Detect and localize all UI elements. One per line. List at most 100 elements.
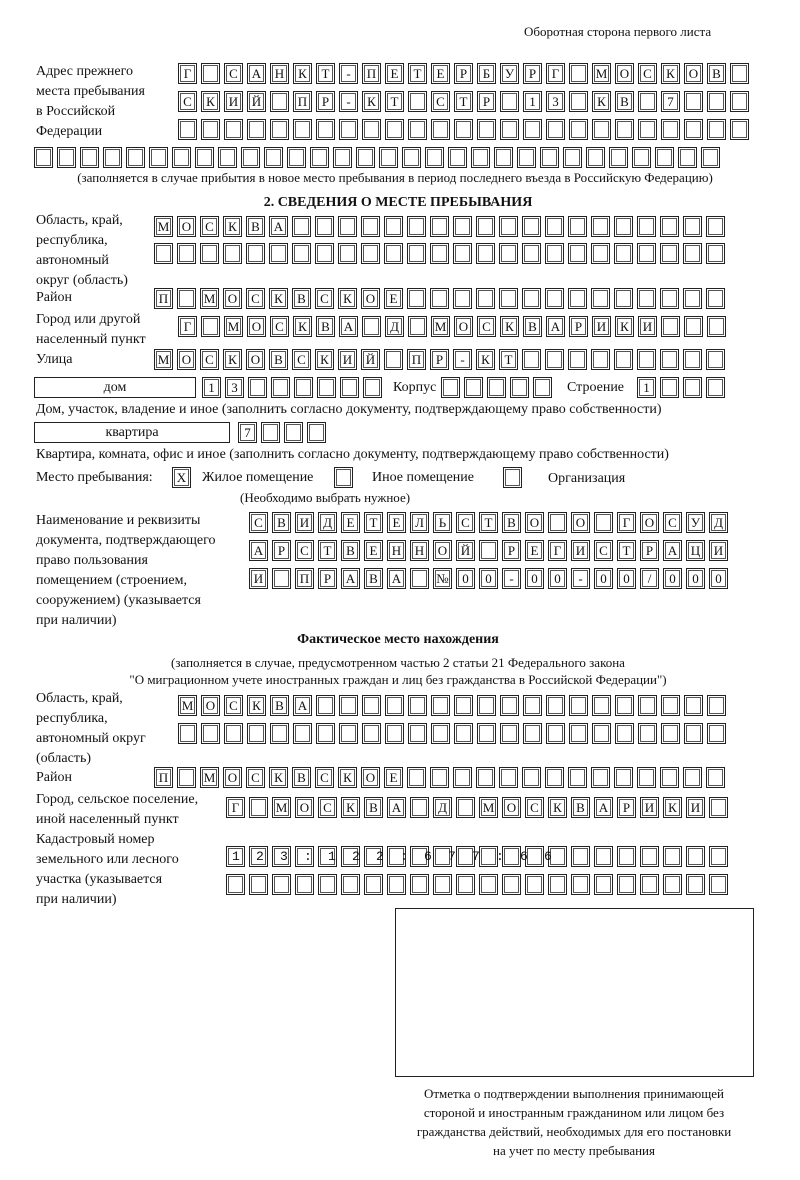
char-box[interactable]: К bbox=[269, 767, 288, 788]
char-box[interactable]: И bbox=[709, 540, 728, 561]
char-box[interactable] bbox=[548, 512, 567, 533]
char-box[interactable] bbox=[683, 767, 702, 788]
char-box[interactable]: В bbox=[571, 797, 590, 818]
char-box[interactable] bbox=[707, 91, 726, 112]
char-box[interactable]: С bbox=[431, 91, 450, 112]
char-box[interactable] bbox=[408, 91, 427, 112]
char-box[interactable]: Ь bbox=[433, 512, 452, 533]
char-box[interactable] bbox=[684, 316, 703, 337]
char-box[interactable] bbox=[407, 216, 426, 237]
char-box[interactable]: / bbox=[640, 568, 659, 589]
char-box[interactable]: 0 bbox=[709, 568, 728, 589]
char-box[interactable] bbox=[568, 288, 587, 309]
char-box[interactable] bbox=[172, 147, 191, 168]
char-box[interactable] bbox=[339, 119, 358, 140]
char-box[interactable] bbox=[264, 147, 283, 168]
char-box[interactable]: А bbox=[341, 568, 360, 589]
char-box[interactable]: Б bbox=[477, 63, 496, 84]
char-box[interactable] bbox=[487, 377, 506, 398]
char-box[interactable]: 7 bbox=[238, 422, 257, 443]
char-box[interactable]: Е bbox=[364, 540, 383, 561]
char-box[interactable] bbox=[241, 147, 260, 168]
char-box[interactable] bbox=[706, 349, 725, 370]
char-box[interactable] bbox=[454, 119, 473, 140]
char-box[interactable]: С bbox=[315, 288, 334, 309]
char-box[interactable]: 0 bbox=[594, 568, 613, 589]
char-box[interactable] bbox=[571, 874, 590, 895]
char-box[interactable]: Р bbox=[502, 540, 521, 561]
apartment-number-row[interactable]: 7 bbox=[238, 422, 326, 443]
char-box[interactable] bbox=[614, 767, 633, 788]
char-box[interactable] bbox=[408, 695, 427, 716]
char-box[interactable] bbox=[663, 874, 682, 895]
char-box[interactable] bbox=[361, 243, 380, 264]
char-box[interactable] bbox=[683, 377, 702, 398]
char-box[interactable] bbox=[425, 147, 444, 168]
char-box[interactable]: 7 bbox=[661, 91, 680, 112]
char-box[interactable]: В bbox=[246, 216, 265, 237]
char-box[interactable]: М bbox=[200, 767, 219, 788]
char-box[interactable] bbox=[683, 243, 702, 264]
char-box[interactable] bbox=[246, 243, 265, 264]
char-box[interactable]: В bbox=[615, 91, 634, 112]
char-box[interactable] bbox=[477, 695, 496, 716]
char-box[interactable]: 1 bbox=[523, 91, 542, 112]
char-box[interactable] bbox=[341, 846, 360, 867]
char-box[interactable]: Р bbox=[569, 316, 588, 337]
char-box[interactable] bbox=[563, 147, 582, 168]
char-box[interactable]: О bbox=[361, 767, 380, 788]
char-box[interactable] bbox=[318, 874, 337, 895]
char-box[interactable] bbox=[523, 723, 542, 744]
char-box[interactable] bbox=[339, 695, 358, 716]
char-box[interactable] bbox=[591, 216, 610, 237]
char-box[interactable]: О bbox=[525, 512, 544, 533]
option-checkbox-other[interactable] bbox=[334, 467, 353, 488]
char-box[interactable]: Т bbox=[318, 540, 337, 561]
char-box[interactable] bbox=[637, 288, 656, 309]
char-box[interactable]: П bbox=[407, 349, 426, 370]
char-box[interactable]: - bbox=[339, 63, 358, 84]
char-box[interactable] bbox=[707, 316, 726, 337]
house-type-field[interactable]: дом bbox=[34, 377, 196, 398]
char-box[interactable] bbox=[660, 377, 679, 398]
char-box[interactable]: Ц bbox=[686, 540, 705, 561]
char-box[interactable] bbox=[149, 147, 168, 168]
char-box[interactable] bbox=[569, 723, 588, 744]
char-box[interactable]: Л bbox=[410, 512, 429, 533]
char-box[interactable]: О bbox=[502, 797, 521, 818]
char-box[interactable] bbox=[730, 91, 749, 112]
char-box[interactable] bbox=[522, 349, 541, 370]
char-box[interactable] bbox=[494, 147, 513, 168]
char-box[interactable] bbox=[407, 767, 426, 788]
char-box[interactable] bbox=[548, 874, 567, 895]
char-box[interactable] bbox=[363, 377, 382, 398]
char-box[interactable] bbox=[663, 846, 682, 867]
char-box[interactable]: С bbox=[200, 349, 219, 370]
char-box[interactable]: И bbox=[571, 540, 590, 561]
char-box[interactable] bbox=[499, 767, 518, 788]
char-box[interactable] bbox=[569, 63, 588, 84]
char-box[interactable]: А bbox=[594, 797, 613, 818]
document-row-3[interactable]: И П Р А В А № 0 0-0 0-0 0/0 0 0 bbox=[249, 568, 728, 589]
char-box[interactable] bbox=[637, 243, 656, 264]
char-box[interactable]: 1 bbox=[637, 377, 656, 398]
char-box[interactable] bbox=[408, 316, 427, 337]
char-box[interactable]: К bbox=[663, 797, 682, 818]
char-box[interactable]: - bbox=[453, 349, 472, 370]
char-box[interactable] bbox=[545, 767, 564, 788]
char-box[interactable]: В bbox=[316, 316, 335, 337]
char-box[interactable]: К bbox=[269, 288, 288, 309]
char-box[interactable]: Е bbox=[341, 512, 360, 533]
char-box[interactable]: Р bbox=[477, 91, 496, 112]
char-box[interactable]: Д bbox=[433, 797, 452, 818]
option-checkbox-residential[interactable]: X bbox=[172, 467, 191, 488]
char-box[interactable]: П bbox=[154, 288, 173, 309]
char-box[interactable] bbox=[316, 723, 335, 744]
char-box[interactable] bbox=[287, 147, 306, 168]
char-box[interactable] bbox=[684, 695, 703, 716]
char-box[interactable]: О bbox=[177, 216, 196, 237]
